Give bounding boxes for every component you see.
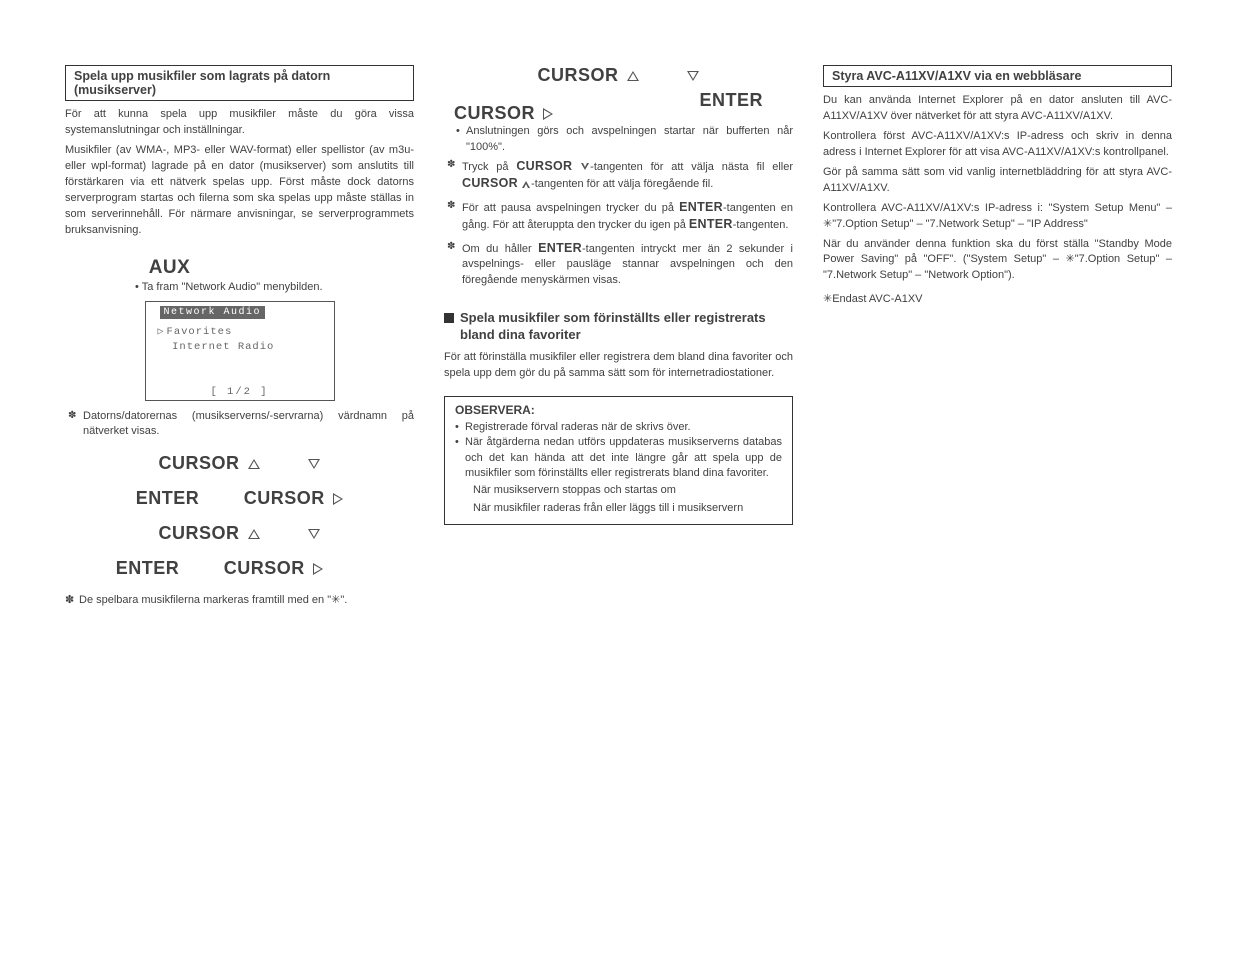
triangle-down-icon [687,71,699,81]
column-3: Styra AVC-A11XV/A1XV via en webbläsare D… [823,65,1172,606]
cursor-label: CURSOR [244,488,325,509]
screen-item-2: Internet Radio [158,340,330,356]
col3-header: Styra AVC-A11XV/A1XV via en webbläsare [823,65,1172,87]
triangle-down-icon [308,529,320,539]
column-1: Spela upp musikfiler som lagrats på dato… [65,65,414,606]
col1-para2: Musikfiler (av WMA-, MP3- eller WAV-form… [65,143,414,239]
col3-p1: Du kan använda Internet Explorer på en d… [823,93,1172,125]
cursor-label: CURSOR [454,103,535,124]
enter-cursor-row-1: ENTER CURSOR [65,488,414,509]
enter-inline: ENTER [538,241,582,255]
obs-sub-1: När musikservern stoppas och startas om [455,483,782,498]
obs-item-1: Registrerade förval raderas när de skriv… [455,420,782,435]
col3-p3: Gör på samma sätt som vid vanlig interne… [823,165,1172,197]
obs-item-2: När åtgärderna nedan utförs uppdateras m… [455,435,782,481]
col1-footnote: De spelbara musikfilerna markeras framti… [65,593,414,606]
cursor-inline: CURSOR [462,176,518,190]
col2-bullet1: Anslutningen görs och avspelningen start… [444,124,793,156]
col2-note3: Om du håller ENTER-tangenten intryckt me… [444,240,793,288]
cursor-row-1: CURSOR [65,453,414,474]
triangle-up-icon [248,459,260,469]
col3-footnote: ✳Endast AVC-A1XV [823,292,1172,305]
page-columns: Spela upp musikfiler som lagrats på dato… [65,65,1172,606]
enter-label: ENTER [116,558,180,579]
screen-items: ▷Favorites Internet Radio [158,325,330,357]
col2-subheading: Spela musikfiler som förinställts eller … [444,310,793,344]
cursor-label: CURSOR [159,523,240,544]
col1-header: Spela upp musikfiler som lagrats på dato… [65,65,414,101]
triangle-up-icon [627,71,639,81]
enter-inline: ENTER [689,217,733,231]
triangle-up-icon [248,529,260,539]
col2-top-cursor: CURSOR [444,65,793,86]
col3-p5: När du använder denna funktion ska du fö… [823,237,1172,285]
cursor-inline: CURSOR [516,159,572,173]
triangle-up-icon [522,181,530,188]
triangle-down-icon [581,163,589,170]
triangle-down-icon [308,459,320,469]
enter-label: ENTER [699,90,763,111]
menu-screen: Network Audio ▷Favorites Internet Radio … [145,301,335,401]
triangle-right-icon [313,563,323,575]
enter-inline: ENTER [679,200,723,214]
cursor-label: CURSOR [224,558,305,579]
col2-subpara: För att förinställa musikfiler eller reg… [444,350,793,382]
col1-para1: För att kunna spela upp musikfiler måste… [65,107,414,139]
triangle-right-icon [543,108,553,120]
triangle-right-icon [333,493,343,505]
cursor-label: CURSOR [538,65,619,86]
screen-item-1: ▷Favorites [158,325,330,341]
screen-footer: [ 1/2 ] [146,386,334,398]
col1-note1: Datorns/datorernas (musikserverns/-servr… [65,409,414,440]
col3-p2: Kontrollera först AVC-A11XV/A1XV:s IP-ad… [823,129,1172,161]
screen-title: Network Audio [160,306,266,319]
enter-label: ENTER [136,488,200,509]
col2-note1: Tryck på CURSOR -tangenten för att välja… [444,158,793,193]
play-marker-icon: ▷ [158,325,165,340]
cursor-row-2: CURSOR [65,523,414,544]
observera-title: OBSERVERA: [455,403,782,417]
enter-cursor-row-2: ENTER CURSOR [25,558,414,579]
column-2: CURSOR ENTER CURSOR Anslutningen görs oc… [444,65,793,606]
aux-label: AUX [0,257,414,279]
cursor-label: CURSOR [159,453,240,474]
col3-p4: Kontrollera AVC-A11XV/A1XV:s IP-adress i… [823,201,1172,233]
observera-box: OBSERVERA: Registrerade förval raderas n… [444,396,793,525]
obs-sub-2: När musikfiler raderas från eller läggs … [455,501,782,516]
col2-note2: För att pausa avspelningen trycker du på… [444,199,793,234]
aux-subtitle: • Ta fram "Network Audio" menybilden. [135,281,414,293]
